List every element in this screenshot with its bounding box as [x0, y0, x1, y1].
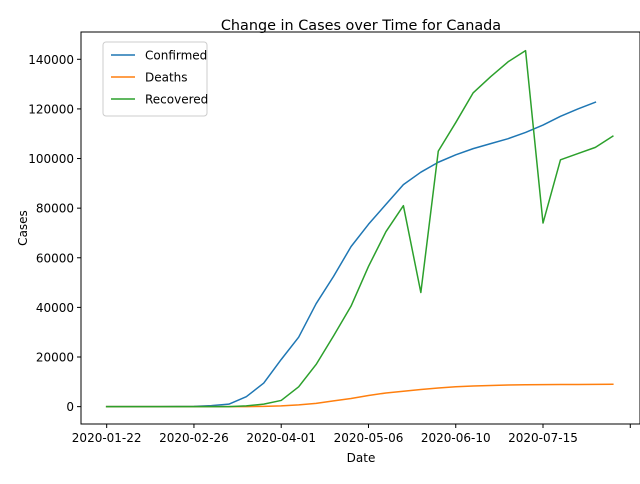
y-tick-label: 80000	[36, 202, 74, 216]
chart-title: Change in Cases over Time for Canada	[221, 18, 501, 34]
plot-area-frame	[80, 31, 640, 425]
legend: Confirmed Deaths Recovered	[102, 41, 208, 117]
legend-label-deaths: Deaths	[145, 71, 188, 85]
x-tick-label: 2020-04-01	[246, 431, 316, 445]
legend-box	[102, 41, 208, 117]
legend-label-confirmed: Confirmed	[145, 49, 207, 63]
y-tick-label: 60000	[36, 251, 74, 265]
x-tick-label: 2020-06-10	[421, 431, 491, 445]
y-tick-label: 140000	[28, 53, 74, 67]
x-tick-label: 2020-07-15	[508, 431, 578, 445]
legend-label-recovered: Recovered	[145, 93, 208, 107]
x-tick-label: 2020-05-06	[334, 431, 404, 445]
series-line-confirmed	[105, 101, 597, 408]
y-tick-label: 40000	[36, 301, 74, 315]
series-line-deaths	[105, 383, 614, 408]
series-layer	[105, 49, 614, 408]
x-axis: 2020-01-22 2020-02-26 2020-04-01 2020-05-06…	[72, 424, 631, 445]
y-axis: 0 20000 40000 60000 80000 100000 120000 140000	[28, 53, 81, 414]
y-tick-label: 120000	[28, 102, 74, 116]
y-tick-label: 100000	[28, 152, 74, 166]
x-tick-label: 2020-01-22	[72, 431, 142, 445]
y-axis-label: Cases	[16, 210, 30, 246]
x-tick-label: 2020-02-26	[159, 431, 229, 445]
series-line-recovered	[105, 49, 614, 408]
y-tick-label: 0	[66, 400, 74, 414]
y-tick-label: 20000	[36, 351, 74, 365]
x-axis-label: Date	[347, 451, 376, 465]
